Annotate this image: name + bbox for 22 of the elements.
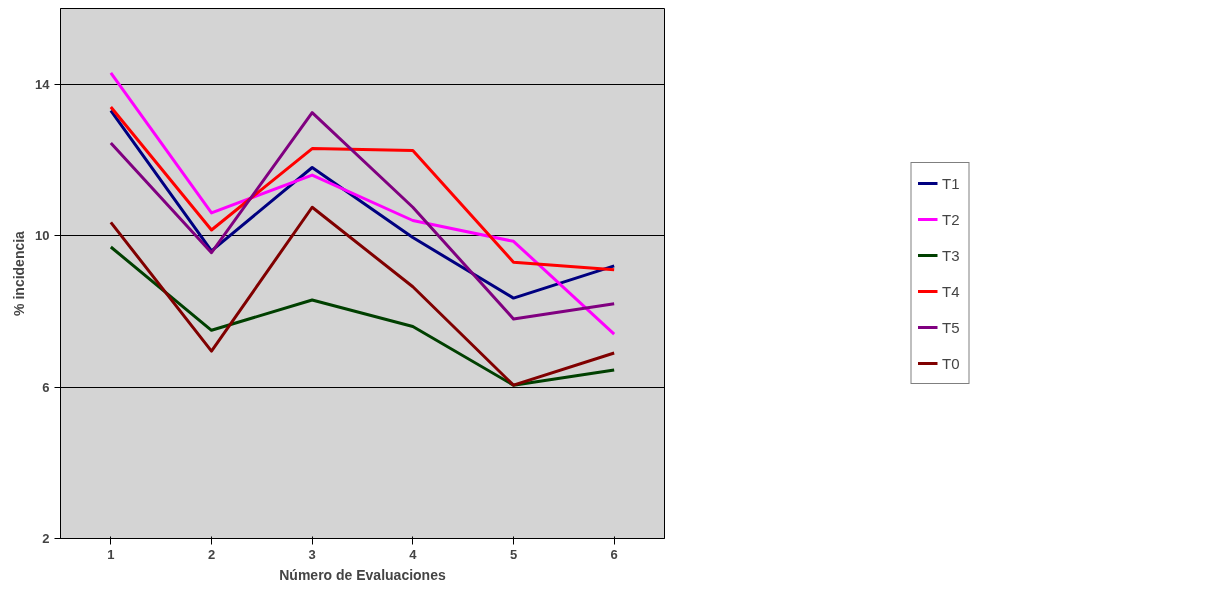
x-tick-label: 4 <box>409 546 418 562</box>
y-tick-label: 14 <box>35 76 51 92</box>
legend-label: T3 <box>942 245 961 266</box>
y-tick-label: 6 <box>42 379 50 395</box>
line-series <box>109 105 616 272</box>
legend-label: T4 <box>942 281 961 302</box>
legend-label: T1 <box>942 173 961 194</box>
x-tick-label: 5 <box>509 546 518 562</box>
x-tick-label: 2 <box>207 546 216 562</box>
line-series <box>109 245 616 387</box>
legend-label: T2 <box>942 209 961 230</box>
x-axis-title: Número de Evaluaciones <box>279 566 446 583</box>
legend-label: T5 <box>942 317 961 338</box>
y-tick-label: 10 <box>35 228 50 244</box>
line-series <box>109 71 616 336</box>
legend-label: T0 <box>942 353 961 374</box>
line-series <box>109 205 616 387</box>
y-tick-label: 2 <box>42 531 50 546</box>
y-axis-title: % incidencia <box>11 230 28 316</box>
x-tick-label: 6 <box>610 546 618 562</box>
x-tick-label: 3 <box>308 546 316 562</box>
x-tick-label: 1 <box>107 546 115 562</box>
